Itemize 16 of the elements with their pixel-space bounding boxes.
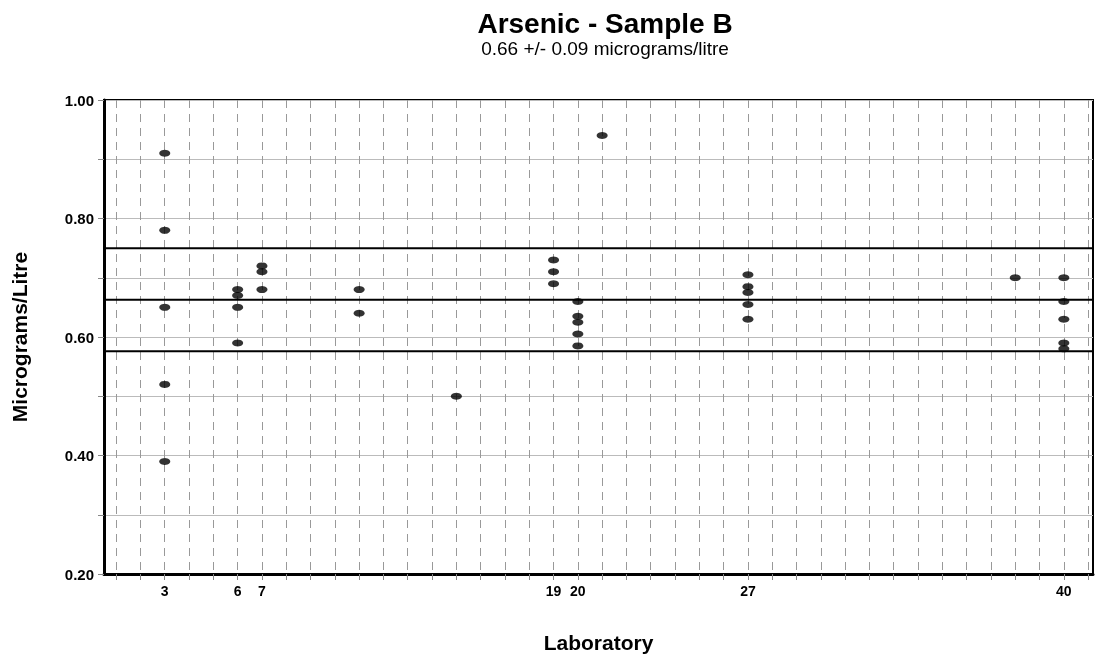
y-tick-label: 0.60 [64, 328, 94, 346]
x-tick-label: 40 [1056, 583, 1072, 599]
x-tick-label: 6 [233, 583, 242, 599]
x-tick-label: 3 [160, 583, 169, 599]
x-tick-label: 20 [570, 583, 586, 599]
x-axis-title: Laboratory [543, 631, 654, 654]
y-axis-title: Micrograms/Litre [8, 251, 31, 423]
x-tick-label: 27 [740, 583, 756, 599]
x-tick-label: 7 [258, 583, 267, 599]
y-tick-label: 0.80 [64, 210, 94, 227]
x-tick-label: 19 [545, 583, 562, 599]
y-tick-label: 0.40 [64, 447, 94, 464]
y-tick-label: 1.00 [64, 91, 94, 109]
y-tick-label: 0.20 [64, 565, 94, 583]
chart-subtitle: 0.66 +/- 0.09 micrograms/litre [481, 38, 729, 59]
chart-title: Arsenic - Sample B [477, 7, 733, 39]
